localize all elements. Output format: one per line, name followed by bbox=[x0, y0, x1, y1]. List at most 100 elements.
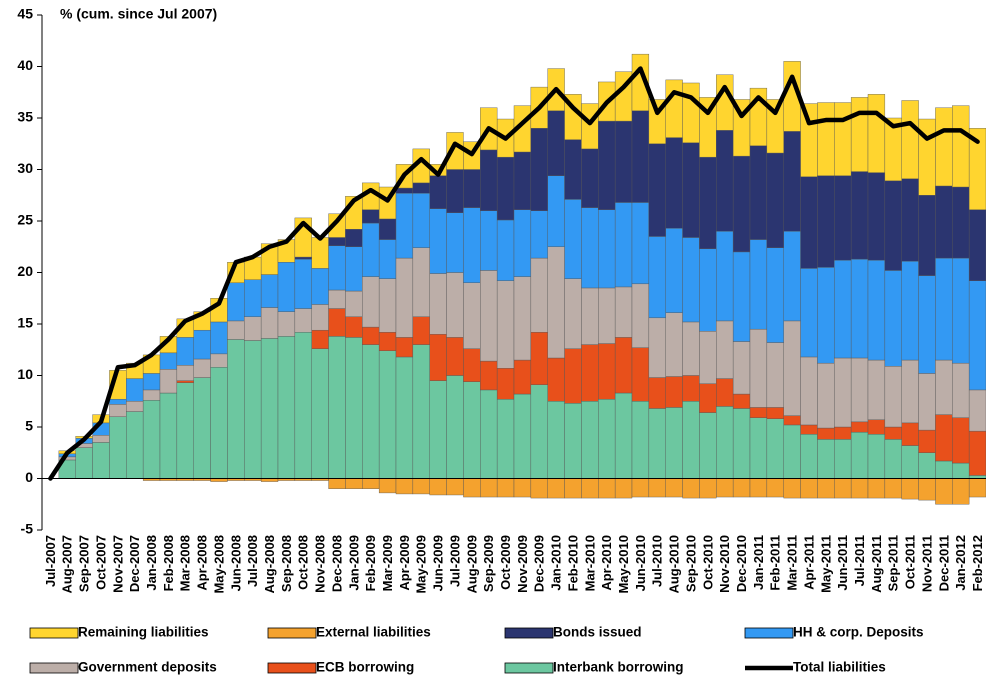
bar-segment bbox=[614, 202, 633, 288]
bar-segment bbox=[429, 208, 447, 274]
bar-segment bbox=[176, 380, 194, 383]
bar-segment bbox=[446, 375, 464, 479]
bar-segment bbox=[749, 239, 768, 330]
bar-segment bbox=[783, 131, 801, 232]
bar-segment bbox=[362, 209, 380, 224]
bar-segment bbox=[918, 452, 936, 479]
bar-segment bbox=[210, 367, 228, 479]
bar-segment bbox=[867, 478, 886, 499]
bar-segment bbox=[918, 478, 936, 501]
bar-segment bbox=[884, 180, 902, 271]
bar-segment bbox=[294, 258, 312, 309]
bar-segment bbox=[345, 290, 363, 317]
y-tick-label: 0 bbox=[25, 469, 33, 485]
bar-segment bbox=[952, 478, 970, 505]
bar-segment bbox=[631, 401, 650, 479]
bar-segment bbox=[968, 128, 986, 210]
bar-segment bbox=[766, 247, 784, 343]
bar-segment bbox=[564, 478, 582, 499]
bar-segment bbox=[581, 148, 599, 208]
x-tick-label: Sep-2011 bbox=[886, 535, 901, 591]
bar-segment bbox=[378, 350, 397, 479]
bar-segment bbox=[665, 137, 683, 229]
x-tick-label: Nov-2008 bbox=[313, 535, 328, 593]
bar-segment bbox=[328, 289, 346, 309]
bar-segment bbox=[480, 149, 498, 211]
bar-segment bbox=[362, 222, 380, 277]
bar-segment bbox=[867, 259, 886, 361]
bar-segment bbox=[682, 142, 700, 238]
bar-segment bbox=[564, 278, 582, 349]
bar-segment bbox=[227, 339, 245, 479]
x-tick-label: Jun-2009 bbox=[431, 535, 446, 591]
x-tick-label: Feb-2008 bbox=[161, 535, 176, 591]
bar-segment bbox=[800, 103, 818, 177]
bar-segment bbox=[480, 360, 498, 391]
x-tick-label: May-2010 bbox=[616, 535, 631, 594]
bar-segment bbox=[463, 478, 481, 498]
bar-segment bbox=[800, 434, 818, 479]
bar-segment bbox=[901, 478, 919, 500]
x-tick-label: Jun-2010 bbox=[633, 535, 648, 591]
bar-segment bbox=[834, 259, 852, 359]
bar-segment bbox=[598, 120, 616, 210]
bar-segment bbox=[311, 329, 329, 349]
bar-segment bbox=[631, 283, 650, 348]
bar-segment bbox=[581, 344, 599, 402]
bar-segment bbox=[935, 359, 953, 415]
bar-segment bbox=[513, 151, 532, 210]
bar-segment bbox=[378, 278, 397, 333]
bar-segment bbox=[362, 478, 380, 490]
x-tick-label: Aug-2010 bbox=[667, 535, 682, 594]
bar-segment bbox=[631, 53, 650, 111]
bar-segment bbox=[412, 247, 430, 317]
bar-segment bbox=[699, 383, 717, 413]
x-tick-label: Nov-2011 bbox=[919, 535, 934, 592]
bar-segment bbox=[496, 219, 515, 281]
bar-segment bbox=[463, 169, 481, 208]
bar-segment bbox=[311, 348, 329, 479]
x-tick-label: Nov-2007 bbox=[110, 535, 125, 593]
bar-segment bbox=[260, 274, 279, 308]
bar-segment bbox=[716, 378, 734, 407]
bar-segment bbox=[699, 248, 717, 332]
bar-segment bbox=[294, 332, 312, 479]
bar-segment bbox=[614, 478, 633, 499]
bar-segment bbox=[412, 182, 430, 194]
x-tick-label: Dec-2011 bbox=[936, 535, 951, 591]
bar-segment bbox=[480, 478, 498, 498]
bar-segment bbox=[598, 478, 616, 499]
bar-segment bbox=[564, 403, 582, 479]
bar-segment bbox=[766, 152, 784, 248]
bar-segment bbox=[378, 239, 397, 279]
bar-segment bbox=[749, 328, 768, 408]
x-tick-label: Mar-2008 bbox=[178, 535, 193, 591]
bar-segment bbox=[901, 445, 919, 479]
bar-segment bbox=[952, 362, 970, 418]
bar-segment bbox=[328, 237, 346, 246]
bar-segment bbox=[260, 307, 279, 339]
bar-segment bbox=[513, 209, 532, 277]
bar-segment bbox=[935, 185, 953, 259]
legend-swatch bbox=[267, 627, 317, 639]
bar-segment bbox=[530, 257, 548, 333]
x-tick-label: Jul-2009 bbox=[447, 535, 462, 587]
bar-segment bbox=[581, 401, 599, 479]
bar-segment bbox=[530, 210, 548, 259]
bar-segment bbox=[884, 426, 902, 440]
bar-segment bbox=[850, 357, 869, 423]
bar-segment bbox=[496, 368, 515, 400]
bar-segment bbox=[716, 130, 734, 232]
bar-segment bbox=[631, 202, 650, 285]
bar-segment bbox=[665, 228, 683, 313]
bar-segment bbox=[227, 320, 245, 340]
bar-segment bbox=[345, 316, 363, 338]
x-tick-label: Sep-2009 bbox=[481, 535, 496, 592]
x-tick-label: Jul-2010 bbox=[650, 535, 665, 587]
legend-swatch bbox=[504, 662, 554, 674]
bar-segment bbox=[918, 275, 936, 374]
x-tick-label: Dec-2010 bbox=[734, 535, 749, 592]
bar-segment bbox=[480, 210, 498, 271]
y-tick-label: -5 bbox=[21, 521, 34, 537]
